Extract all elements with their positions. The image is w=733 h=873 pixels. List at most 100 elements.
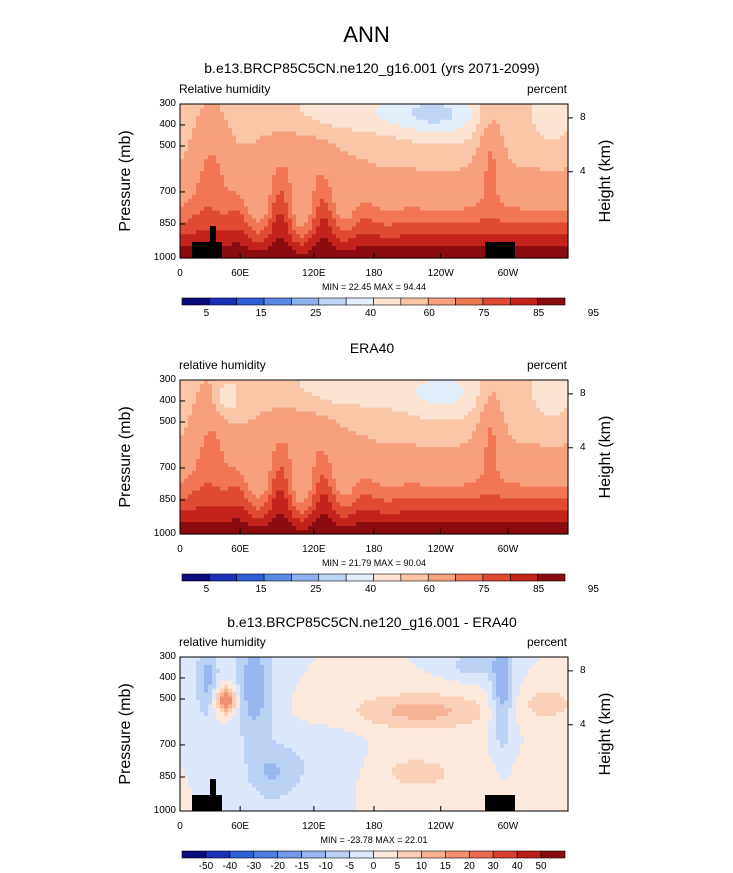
heatmap-cell [336,206,341,212]
heatmap-cell [280,127,285,133]
heatmap-cell [520,151,525,156]
heatmap-cell [372,214,377,220]
heatmap-cell [520,226,525,231]
heatmap-cell [416,143,421,149]
heatmap-cell [400,387,405,393]
colorbar-swatch [318,297,347,306]
heatmap-cell [384,250,389,255]
heatmap-cell [280,238,285,243]
heatmap-cell [240,135,245,141]
heatmap-cell [528,407,533,413]
heatmap-cell [536,380,541,385]
heatmap-cell [404,210,409,216]
heatmap-cell [260,380,265,385]
heatmap-cell [264,202,269,208]
heatmap-cell [356,419,361,425]
heatmap-cell [440,234,445,239]
heatmap-cell [376,143,381,149]
heatmap-cell [456,218,461,224]
heatmap-cell [388,182,393,188]
heatmap-cell [420,222,425,228]
heatmap-cell [464,403,469,409]
heatmap-cell [428,194,433,200]
heatmap-cell [252,210,257,216]
heatmap-cell [528,395,533,401]
heatmap-cell [564,186,569,192]
heatmap-cell [460,250,465,255]
heatmap-cell [228,111,233,117]
heatmap-cell [364,387,369,393]
heatmap-cell [240,190,245,196]
heatmap-cell [520,250,525,255]
heatmap-cell [244,143,249,149]
heatmap-cell [428,119,433,125]
heatmap-cell [520,415,525,421]
heatmap-cell [484,179,489,184]
heatmap-cell [264,238,269,243]
heatmap-cell [516,171,521,176]
heatmap-cell [308,250,313,255]
heatmap-cell [540,419,545,425]
heatmap-cell [464,198,469,204]
heatmap-cell [340,143,345,149]
heatmap-cell [500,226,505,231]
heatmap-cell [236,190,241,196]
heatmap-cell [532,155,537,160]
heatmap-cell [552,179,557,184]
heatmap-cell [292,167,297,172]
heatmap-cell [360,135,365,141]
heatmap-cell [408,222,413,228]
heatmap-cell [232,127,237,133]
heatmap-cell [236,151,241,156]
heatmap-cell [308,159,313,164]
heatmap-cell [404,222,409,228]
heatmap-cell [192,403,197,409]
heatmap-cell [408,391,413,397]
heatmap-cell [516,387,521,393]
heatmap-cell [384,222,389,228]
heatmap-cell [240,210,245,216]
heatmap-cell [424,159,429,164]
heatmap-cell [464,147,469,152]
heatmap-cell [208,115,213,121]
heatmap-cell [268,104,273,109]
heatmap-cell [280,206,285,212]
heatmap-cell [468,242,473,247]
heatmap-cell [332,143,337,149]
heatmap-cell [200,111,205,117]
heatmap-cell [368,419,373,425]
heatmap-cell [388,399,393,405]
heatmap-cell [356,411,361,417]
heatmap-cell [540,380,545,385]
heatmap-cell [268,226,273,231]
heatmap-cell [504,214,509,220]
heatmap-cell [360,194,365,200]
heatmap-cell [392,380,397,385]
heatmap-cell [260,407,265,413]
heatmap-cell [444,234,449,239]
heatmap-cell [528,403,533,409]
heatmap-cell [456,419,461,425]
heatmap-cell [544,111,549,117]
heatmap-cell [428,171,433,176]
heatmap-cell [364,383,369,389]
heatmap-cell [496,383,501,389]
heatmap-cell [332,391,337,397]
heatmap-cell [272,115,277,121]
heatmap-cell [460,139,465,145]
heatmap-cell [188,387,193,393]
heatmap-cell [244,190,249,196]
heatmap-cell [564,167,569,172]
heatmap-cell [236,391,241,397]
heatmap-cell [280,151,285,156]
heatmap-cell [220,391,225,397]
heatmap-cell [400,107,405,113]
heatmap-cell [404,403,409,409]
heatmap-cell [368,380,373,385]
heatmap-cell [316,131,321,137]
heatmap-cell [308,423,313,428]
heatmap-cell [528,254,533,259]
heatmap-cell [288,163,293,168]
heatmap-cell [344,151,349,156]
heatmap-cell [196,194,201,200]
